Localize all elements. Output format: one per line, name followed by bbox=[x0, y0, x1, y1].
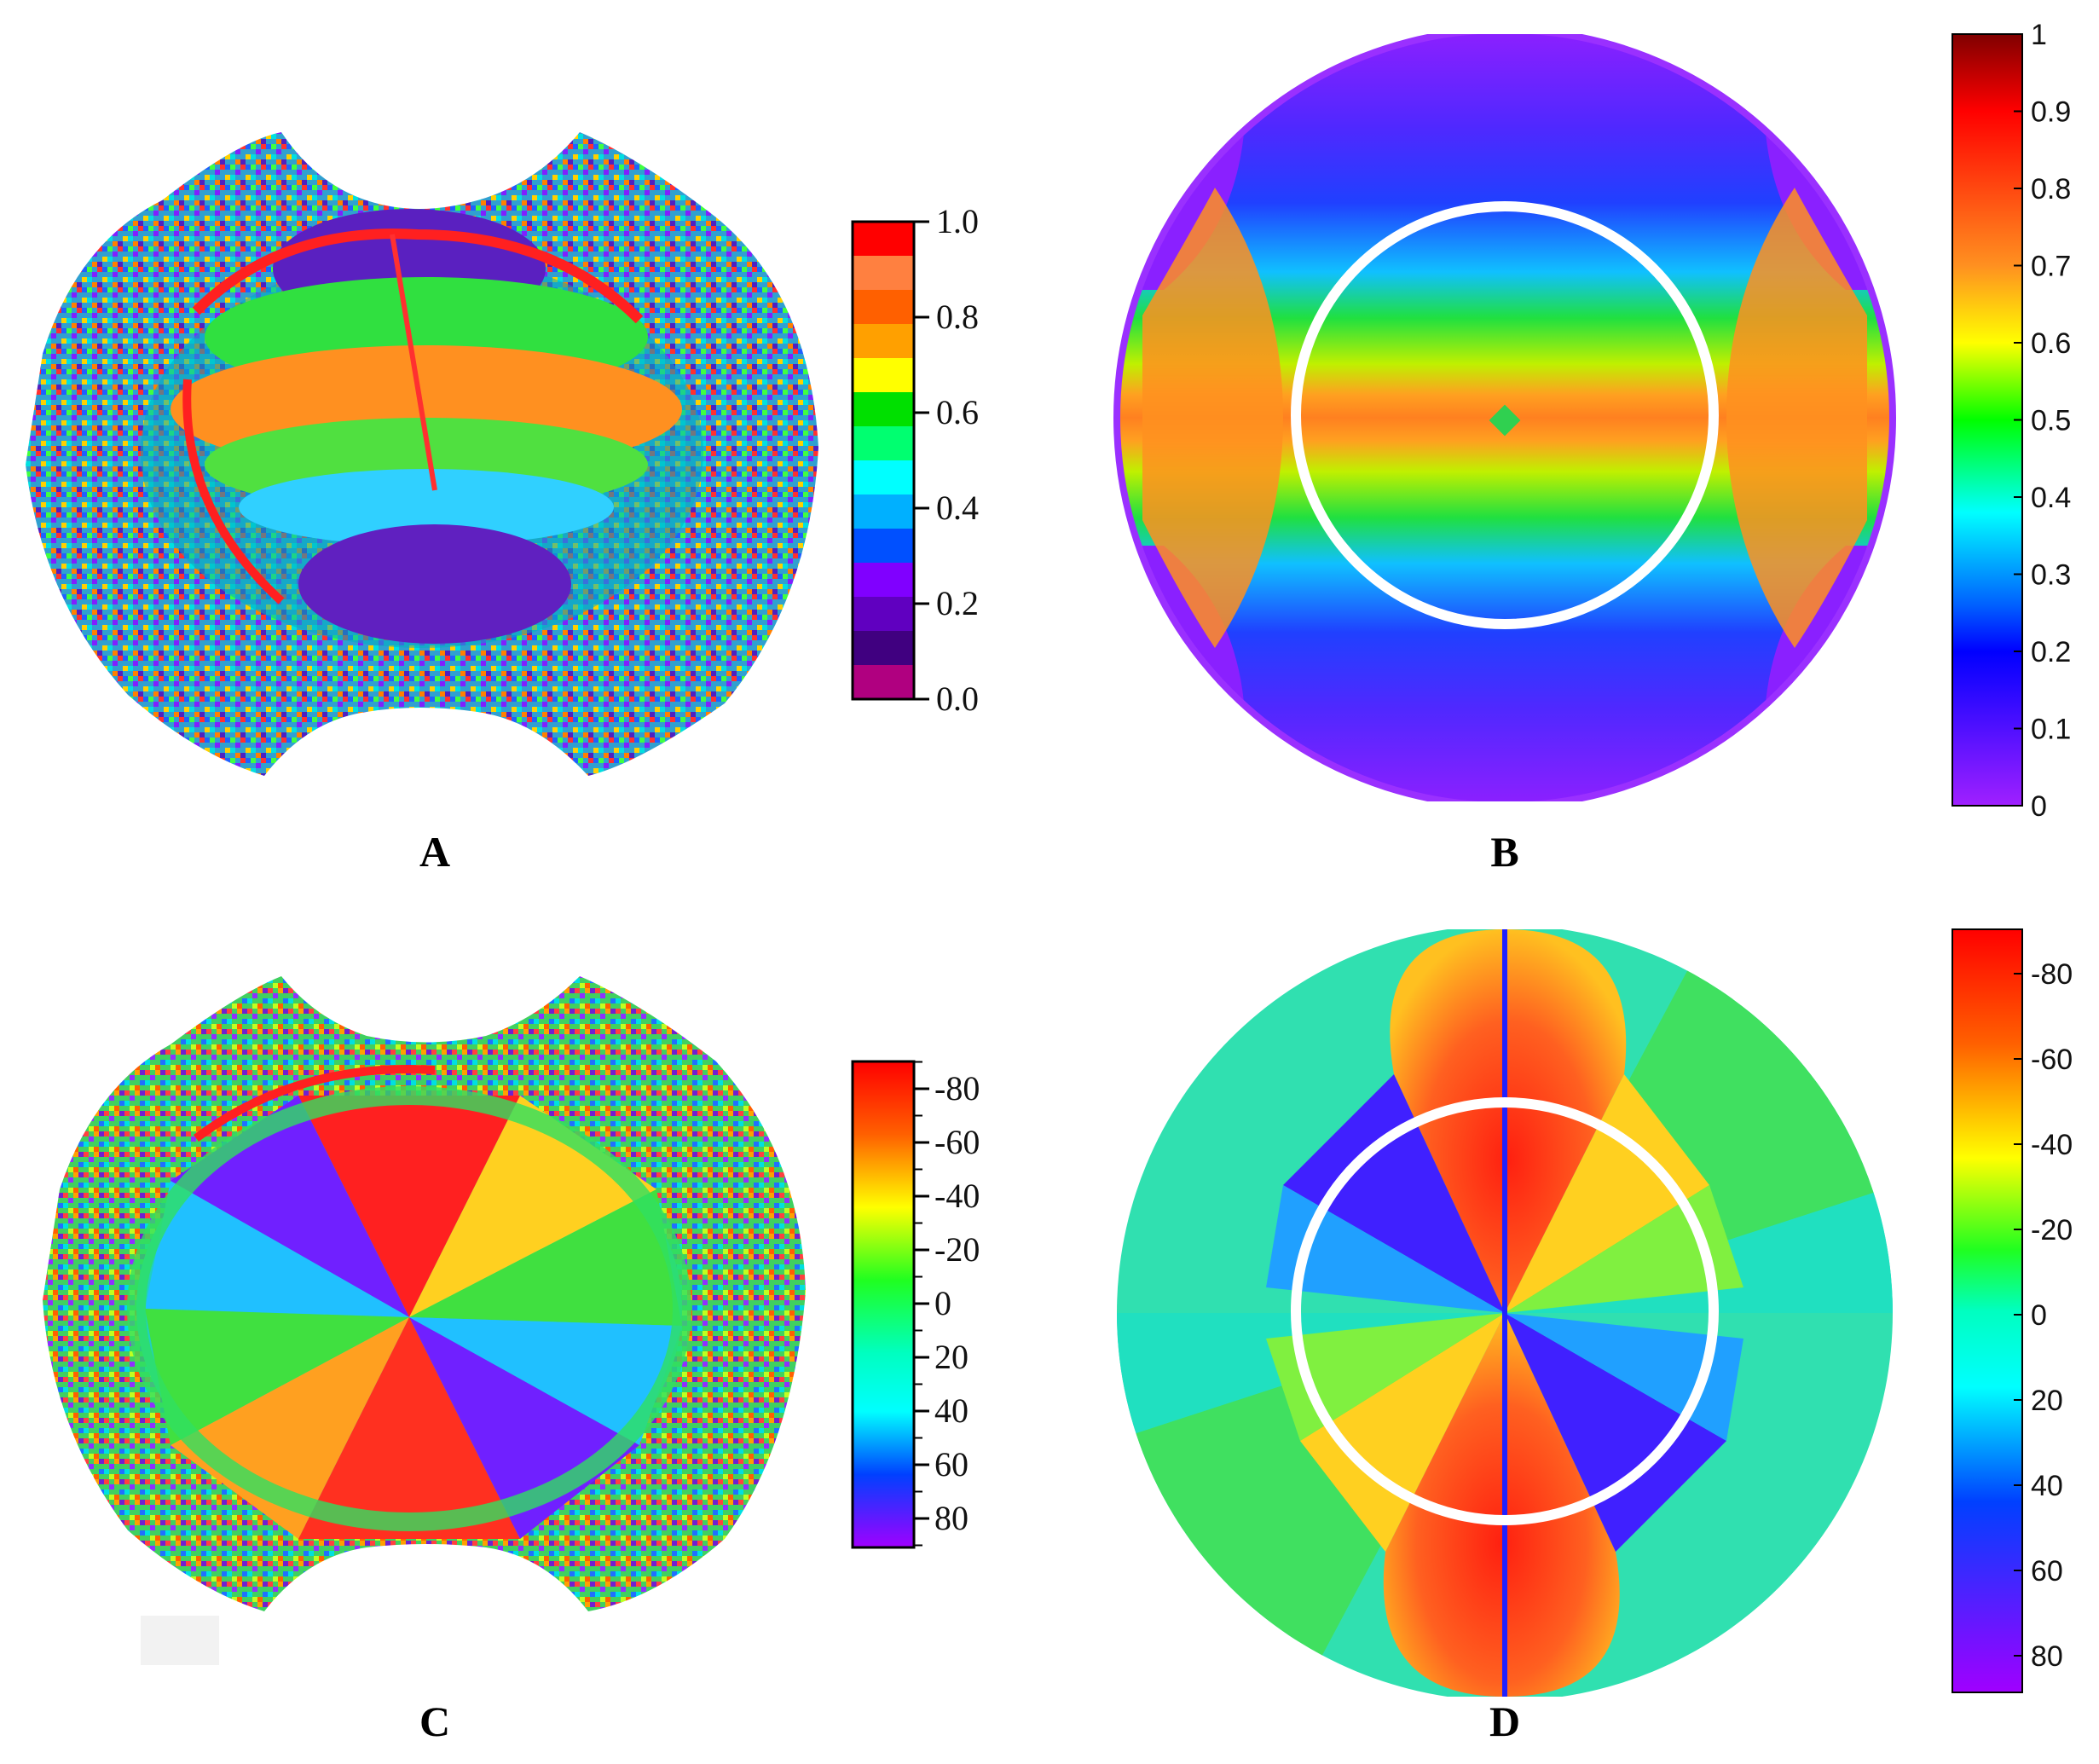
panel-d-colorbar-tick: 80 bbox=[2031, 1640, 2063, 1673]
panel-a-colorbar-swatch bbox=[853, 426, 914, 461]
panel-d-colorbar-tick: 20 bbox=[2031, 1385, 2063, 1417]
panel-a-colorbar-tick: 1.0 bbox=[936, 202, 979, 240]
panel-c-colorbar-tick: -40 bbox=[934, 1177, 980, 1215]
panel-a-colorbar-tick: 0.6 bbox=[936, 393, 979, 431]
panel-b-label: B bbox=[1490, 828, 1519, 876]
panel-b-colorbar-tick: 1 bbox=[2031, 19, 2047, 51]
panel-a-colorbar-swatch bbox=[853, 324, 914, 359]
panel-b-colorbar-tick: 0.2 bbox=[2031, 636, 2071, 668]
panel-a-map bbox=[26, 124, 818, 780]
panel-c-blank-patch bbox=[141, 1616, 219, 1665]
panel-a-colorbar-tick: 0.2 bbox=[936, 584, 979, 622]
panel-b-colorbar-tick: 0.5 bbox=[2031, 405, 2071, 437]
panel-c-map bbox=[43, 968, 810, 1616]
panel-a-colorbar-swatch bbox=[853, 460, 914, 495]
panel-a-colorbar-tick: 0.8 bbox=[936, 298, 979, 336]
panel-d-roi-circle bbox=[1291, 1097, 1719, 1525]
panel-d-colorbar-tick: 60 bbox=[2031, 1555, 2063, 1588]
panel-d-colorbar-tick: -20 bbox=[2031, 1214, 2073, 1246]
panel-a-colorbar-swatch bbox=[853, 665, 914, 700]
panel-a-colorbar-swatch bbox=[853, 222, 914, 257]
panel-c-colorbar-tick: 0 bbox=[934, 1284, 951, 1322]
panel-b-colorbar-tick: 0.1 bbox=[2031, 714, 2071, 746]
panel-b-colorbar-tick: 0.7 bbox=[2031, 251, 2071, 283]
panel-c-colorbar-tick: 80 bbox=[934, 1499, 969, 1537]
panel-a-colorbar-tick: 0.4 bbox=[936, 489, 979, 527]
panel-b-colorbar-tick: 0.3 bbox=[2031, 559, 2071, 592]
panel-a-colorbar-swatch bbox=[853, 256, 914, 291]
panel-c-colorbar-tick: 60 bbox=[934, 1445, 969, 1483]
panel-a-colorbar-swatch bbox=[853, 494, 914, 529]
panel-b-roi-circle bbox=[1291, 201, 1719, 629]
panel-c-colorbar-tick: -60 bbox=[934, 1123, 980, 1161]
panel-b-map bbox=[1113, 34, 1897, 801]
panel-b-colorbar-tick: 0.8 bbox=[2031, 173, 2071, 205]
panel-b-colorbar-tick: 0.9 bbox=[2031, 96, 2071, 129]
panel-d-colorbar-tick: 0 bbox=[2031, 1299, 2047, 1332]
panel-a-colorbar-swatch bbox=[853, 529, 914, 564]
panel-d-colorbar-tick: -40 bbox=[2031, 1129, 2073, 1161]
panel-a-colorbar-swatch bbox=[853, 563, 914, 598]
panel-d-colorbar-gradient bbox=[1952, 928, 2023, 1693]
panel-d-colorbar: -80 -60 -40 -20 0 20 40 60 80 bbox=[1952, 928, 2089, 1705]
panel-a-colorbar-tick: 0.0 bbox=[936, 680, 979, 718]
panel-d-label: D bbox=[1489, 1697, 1521, 1745]
panel-c-colorbar-gradient bbox=[851, 1060, 916, 1549]
panel-a-colorbar-swatch bbox=[853, 631, 914, 666]
panel-c-colorbar-tick: -20 bbox=[934, 1230, 980, 1269]
panel-a-colorbar-swatch bbox=[853, 597, 914, 632]
panel-c-label: C bbox=[419, 1697, 451, 1745]
panel-c-colorbar-tick: 40 bbox=[934, 1391, 969, 1430]
panel-d-colorbar-tick: -80 bbox=[2031, 958, 2073, 991]
panel-b-colorbar: 1 0.9 0.8 0.7 0.6 0.5 0.4 0.3 0.2 0.1 0 bbox=[1952, 19, 2089, 823]
panel-a-colorbar-swatch bbox=[853, 290, 914, 325]
panel-b-colorbar-tick: 0.6 bbox=[2031, 327, 2071, 360]
panel-d-map bbox=[1113, 929, 1897, 1697]
panel-a-colorbar-swatch bbox=[853, 392, 914, 427]
panel-d-colorbar-tick: 40 bbox=[2031, 1470, 2063, 1502]
panel-b-colorbar-tick: 0 bbox=[2031, 790, 2047, 823]
panel-a-colorbar-swatch bbox=[853, 358, 914, 393]
panel-b-colorbar-gradient bbox=[1952, 33, 2023, 807]
panel-b-colorbar-tick: 0.4 bbox=[2031, 482, 2071, 514]
panel-d-colorbar-tick: -60 bbox=[2031, 1044, 2073, 1076]
panel-c-colorbar-tick: 20 bbox=[934, 1338, 969, 1376]
panel-c-colorbar-tick: -80 bbox=[934, 1069, 980, 1108]
panel-a-label: A bbox=[419, 828, 451, 876]
panel-c-colorbar: -80 -60 -40 -20 0 20 40 60 80 bbox=[851, 1060, 1040, 1573]
panel-a-colorbar: 1.0 0.8 0.6 0.4 0.2 0.0 bbox=[851, 202, 1040, 729]
